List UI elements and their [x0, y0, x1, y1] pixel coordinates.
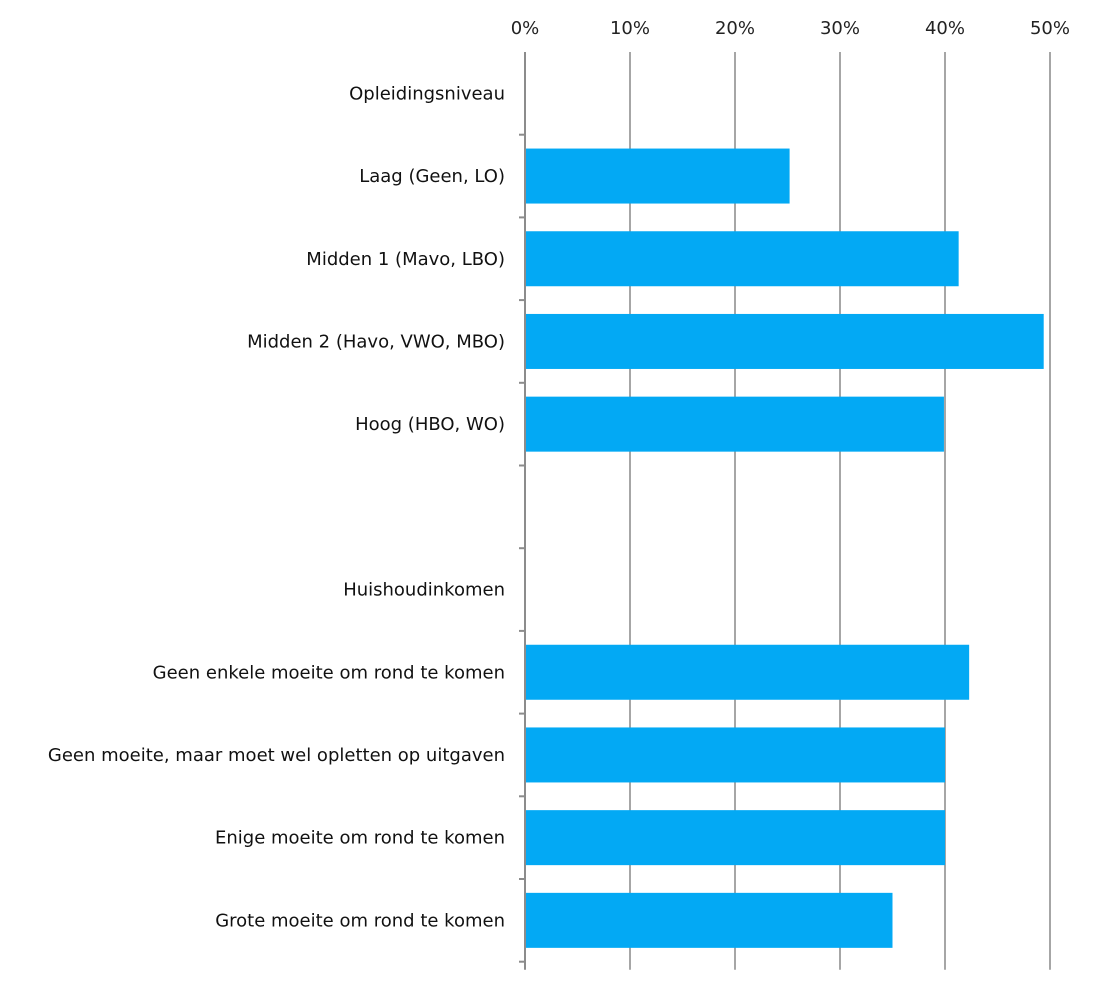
bar	[525, 231, 959, 287]
labels: 0% 10% 20% 30% 40% 50% Opleidingsniveau Laag (G…	[48, 18, 1070, 931]
category-label: Huishoudinkomen	[343, 580, 505, 601]
category-label: Midden 1 (Mavo, LBO)	[306, 249, 505, 270]
x-tick-label: 20%	[715, 18, 755, 39]
category-label: Grote moeite om rond te komen	[215, 910, 505, 931]
category-label: Laag (Geen, LO)	[359, 166, 505, 187]
bar	[525, 810, 945, 866]
bars	[525, 148, 1044, 948]
x-tick-label: 50%	[1030, 18, 1070, 39]
bar	[525, 313, 1044, 369]
x-tick-label: 40%	[925, 18, 965, 39]
bar	[525, 148, 790, 204]
category-label: Geen moeite, maar moet wel opletten op u…	[48, 745, 505, 766]
category-label: Opleidingsniveau	[349, 83, 505, 104]
category-label: Midden 2 (Havo, VWO, MBO)	[247, 331, 505, 352]
bar	[525, 892, 893, 948]
x-tick-label: 0%	[511, 18, 540, 39]
category-label: Enige moeite om rond te komen	[215, 828, 505, 849]
bar	[525, 644, 970, 700]
axes	[519, 52, 526, 970]
category-label: Geen enkele moeite om rond te komen	[153, 662, 505, 683]
category-label: Hoog (HBO, WO)	[355, 414, 505, 435]
bar	[525, 727, 945, 783]
x-tick-label: 10%	[610, 18, 650, 39]
bar	[525, 396, 944, 452]
x-tick-label: 30%	[820, 18, 860, 39]
